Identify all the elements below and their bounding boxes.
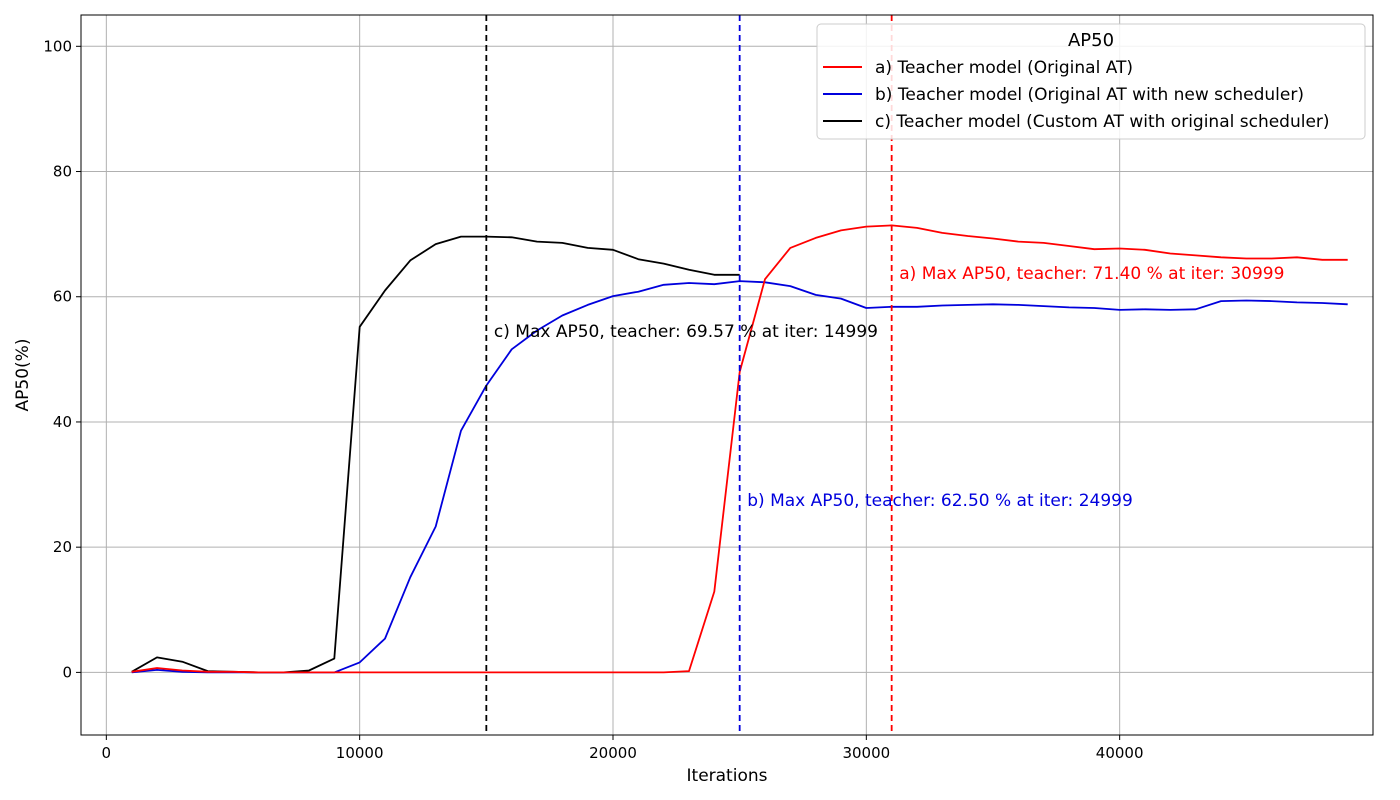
max-annotation: b) Max AP50, teacher: 62.50 % at iter: 2… bbox=[747, 491, 1133, 511]
legend-entry: c) Teacher model (Custom AT with origina… bbox=[875, 112, 1330, 132]
x-axis-label: Iterations bbox=[687, 766, 768, 786]
y-tick-label: 80 bbox=[53, 163, 72, 181]
y-tick-label: 40 bbox=[53, 413, 72, 431]
legend-entry: a) Teacher model (Original AT) bbox=[875, 58, 1133, 78]
y-tick-label: 60 bbox=[53, 288, 72, 306]
x-tick-label: 40000 bbox=[1096, 744, 1144, 762]
axis-ticks: 0 10000 20000 30000 40000 0 20 40 60 80 100 bbox=[43, 37, 1143, 762]
legend-items: a) Teacher model (Original AT) b) Teacher… bbox=[823, 58, 1330, 132]
plot-frame bbox=[80, 14, 1374, 736]
legend-title: AP50 bbox=[1068, 30, 1114, 51]
series-lines bbox=[131, 224, 1348, 674]
x-tick-label: 30000 bbox=[842, 744, 890, 762]
legend-box bbox=[816, 23, 1366, 140]
y-tick-label: 100 bbox=[43, 37, 72, 55]
y-axis-label: AP50(%) bbox=[13, 339, 33, 412]
x-tick-label: 0 bbox=[102, 744, 112, 762]
legend: AP50 a) Teacher model (Original AT) b) Te… bbox=[816, 23, 1366, 140]
x-tick-label: 10000 bbox=[336, 744, 384, 762]
legend-entry: b) Teacher model (Original AT with new s… bbox=[875, 85, 1304, 105]
x-tick-label: 20000 bbox=[589, 744, 637, 762]
series-line-a bbox=[131, 224, 1348, 674]
max-annotation: a) Max AP50, teacher: 71.40 % at iter: 3… bbox=[899, 264, 1284, 284]
y-tick-label: 0 bbox=[62, 663, 72, 681]
annotations: c) Max AP50, teacher: 69.57 % at iter: 1… bbox=[494, 264, 1284, 511]
y-tick-label: 20 bbox=[53, 538, 72, 556]
max-annotation: c) Max AP50, teacher: 69.57 % at iter: 1… bbox=[494, 322, 878, 342]
